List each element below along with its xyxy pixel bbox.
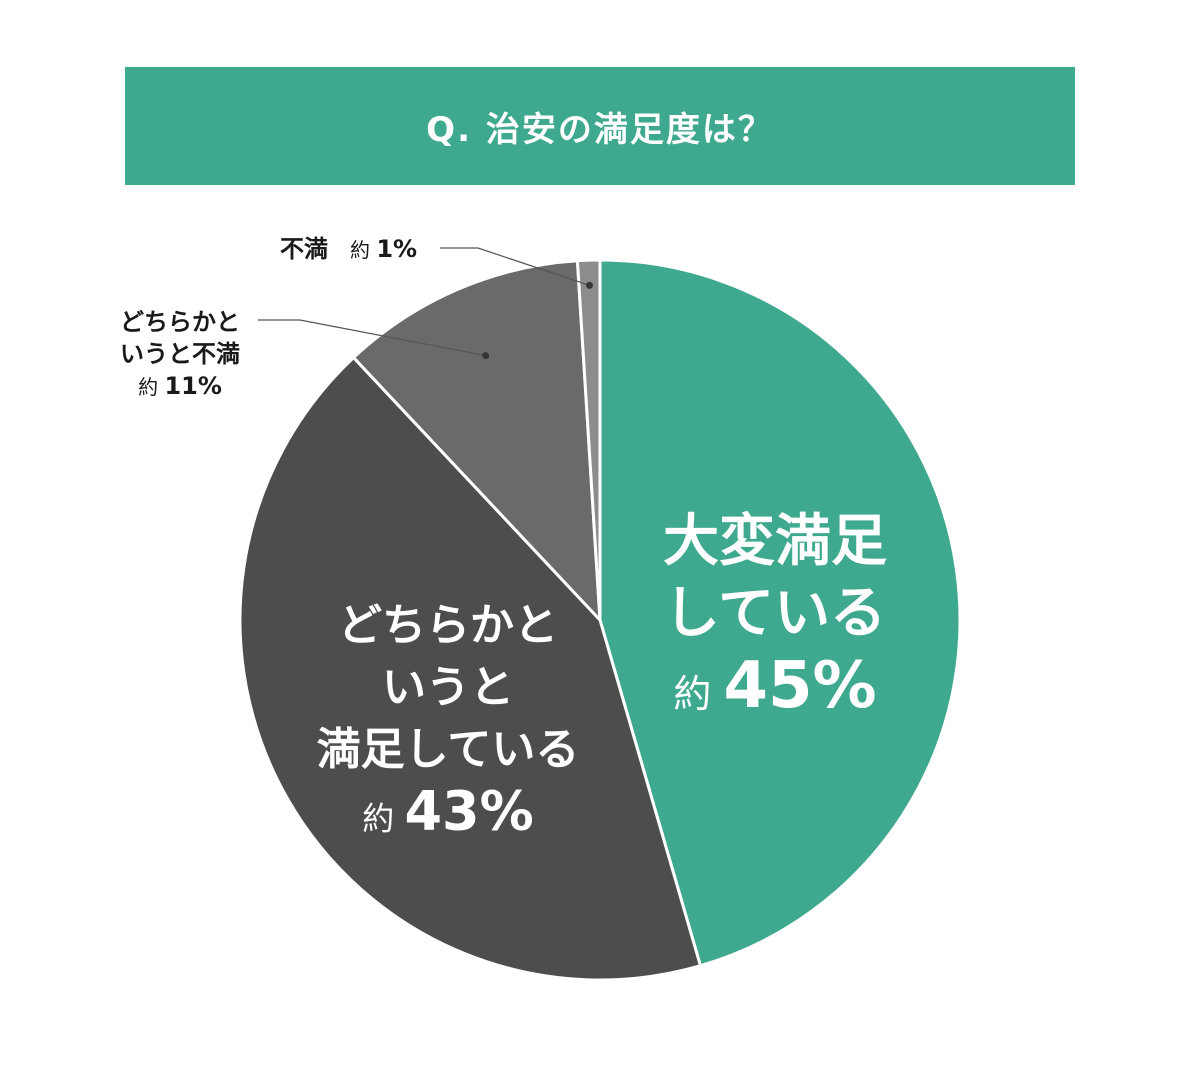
slice-3-label-line-1: どちらかと	[120, 308, 240, 336]
slice-4-label: 不満約 1%	[280, 235, 417, 263]
slice-3-label-line-2: いうと不満	[120, 340, 240, 368]
slice-4-leader-dot	[585, 281, 593, 289]
slice-2-value: 約 43%	[362, 780, 533, 843]
slice-1-label-line-1: 大変満足	[663, 509, 887, 574]
slice-2-label-line-2: いうと	[382, 662, 514, 713]
slice-2-label-line-3: 満足している	[317, 724, 580, 775]
slice-1-value: 約 45%	[673, 649, 876, 723]
pie-slice-2	[238, 355, 703, 982]
slice-3-leader-dot	[482, 352, 490, 360]
chart-title: Q. 治安の満足度は？	[125, 67, 1075, 185]
slice-3-leader-line	[258, 319, 486, 357]
pie-slice-1	[598, 258, 962, 968]
slice-4-leader-line	[440, 247, 590, 286]
slice-1-label-line-2: している	[664, 581, 886, 646]
slice-2-label-line-1: どちらかと	[338, 600, 558, 651]
pie-slice-4	[575, 258, 602, 621]
slice-3-value: 約 11%	[138, 372, 222, 400]
pie-slice-3	[351, 259, 602, 625]
